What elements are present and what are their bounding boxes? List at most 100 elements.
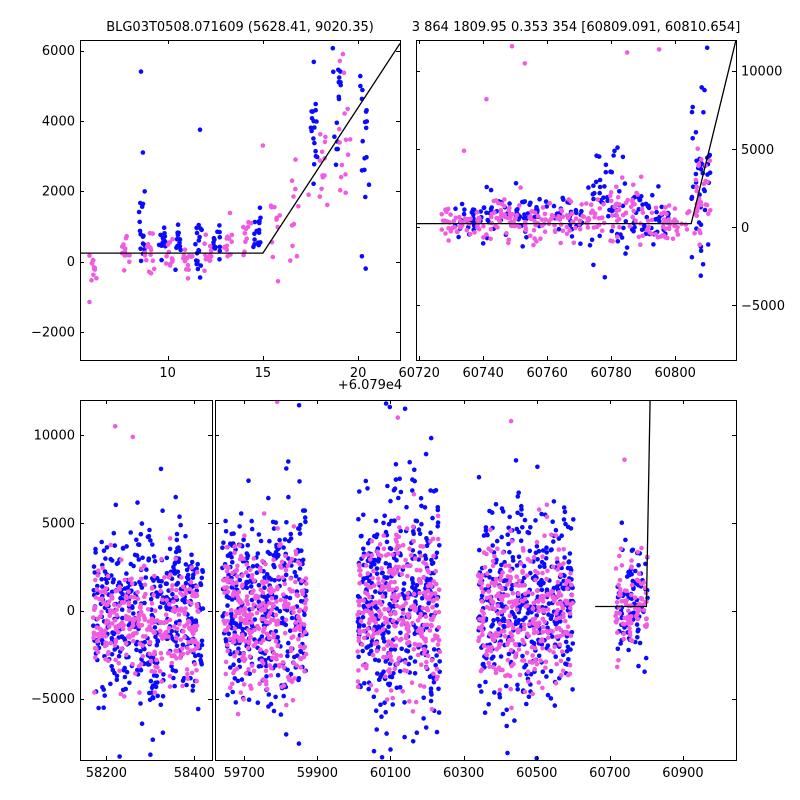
data-point <box>534 588 540 593</box>
data-point <box>311 181 316 187</box>
data-point <box>695 146 700 151</box>
data-point <box>640 202 645 207</box>
data-point <box>373 589 378 594</box>
data-point <box>142 600 147 606</box>
data-point <box>560 214 566 219</box>
data-point <box>148 658 154 664</box>
data-point <box>536 609 541 614</box>
data-point <box>531 600 537 606</box>
data-point <box>546 601 552 606</box>
data-point <box>699 157 704 162</box>
data-point <box>392 486 398 492</box>
data-point <box>283 617 289 623</box>
data-point <box>249 686 254 691</box>
data-point <box>258 538 264 544</box>
data-point <box>439 227 445 232</box>
data-point <box>291 194 296 199</box>
data-point <box>545 692 551 698</box>
data-point <box>103 586 109 591</box>
data-point <box>96 705 101 711</box>
data-point <box>412 467 417 473</box>
data-point <box>176 230 181 236</box>
data-point <box>368 564 374 570</box>
data-point <box>399 646 405 652</box>
data-point <box>376 580 382 586</box>
data-point <box>405 649 411 654</box>
data-point <box>616 207 622 213</box>
data-point <box>174 643 180 649</box>
data-point <box>356 602 362 608</box>
data-point <box>136 209 142 215</box>
data-point <box>202 241 207 246</box>
data-point <box>271 708 277 714</box>
data-point <box>694 184 700 190</box>
data-point <box>706 211 711 217</box>
data-point <box>177 514 182 519</box>
data-point <box>536 680 542 685</box>
data-point <box>104 618 110 623</box>
data-point <box>430 515 435 521</box>
data-point <box>124 252 130 258</box>
data-point <box>154 657 159 663</box>
data-point <box>629 592 634 598</box>
data-point <box>194 584 199 590</box>
data-point <box>626 647 631 653</box>
data-point <box>651 242 656 247</box>
data-point <box>173 594 179 600</box>
data-point <box>234 609 240 615</box>
data-point <box>396 657 402 662</box>
data-point <box>396 534 402 539</box>
data-point <box>499 534 505 540</box>
data-point <box>520 598 525 604</box>
data-point <box>185 572 191 578</box>
data-point <box>175 607 181 613</box>
data-point <box>285 604 290 610</box>
data-point <box>434 581 439 587</box>
data-point <box>333 162 339 168</box>
data-point <box>410 577 415 583</box>
data-point <box>430 605 435 610</box>
data-point <box>194 566 199 571</box>
data-point <box>490 543 496 548</box>
data-point <box>615 239 621 244</box>
data-point <box>542 564 547 569</box>
data-point <box>245 601 251 607</box>
y-tick-label: 2000 <box>42 185 75 200</box>
data-point <box>360 648 366 654</box>
data-point <box>518 185 523 190</box>
data-point <box>157 628 163 634</box>
data-point <box>390 618 396 623</box>
data-point <box>191 572 196 577</box>
data-point <box>381 546 387 552</box>
data-point <box>160 508 165 513</box>
data-point <box>630 214 635 220</box>
data-point <box>183 590 189 596</box>
data-point <box>113 657 118 663</box>
data-point <box>523 225 529 231</box>
data-point <box>484 232 489 237</box>
data-point <box>228 685 233 690</box>
data-point <box>488 187 494 193</box>
data-point <box>591 262 596 268</box>
data-point <box>389 674 395 680</box>
data-point <box>535 570 541 576</box>
data-point <box>363 478 369 484</box>
data-point <box>421 716 426 721</box>
data-point <box>497 687 503 693</box>
data-point <box>479 585 484 591</box>
data-point <box>412 478 418 484</box>
data-point <box>397 476 403 482</box>
data-point <box>410 709 416 714</box>
data-point <box>435 513 441 519</box>
x-tick-label: 59700 <box>224 766 265 781</box>
data-point <box>280 575 285 580</box>
data-point <box>160 730 166 735</box>
data-point <box>502 633 508 639</box>
data-point <box>701 110 706 115</box>
data-point <box>561 614 566 620</box>
data-point <box>92 690 97 695</box>
data-point <box>116 630 121 635</box>
data-point <box>358 619 364 624</box>
data-point <box>136 617 142 622</box>
data-point <box>408 552 414 558</box>
